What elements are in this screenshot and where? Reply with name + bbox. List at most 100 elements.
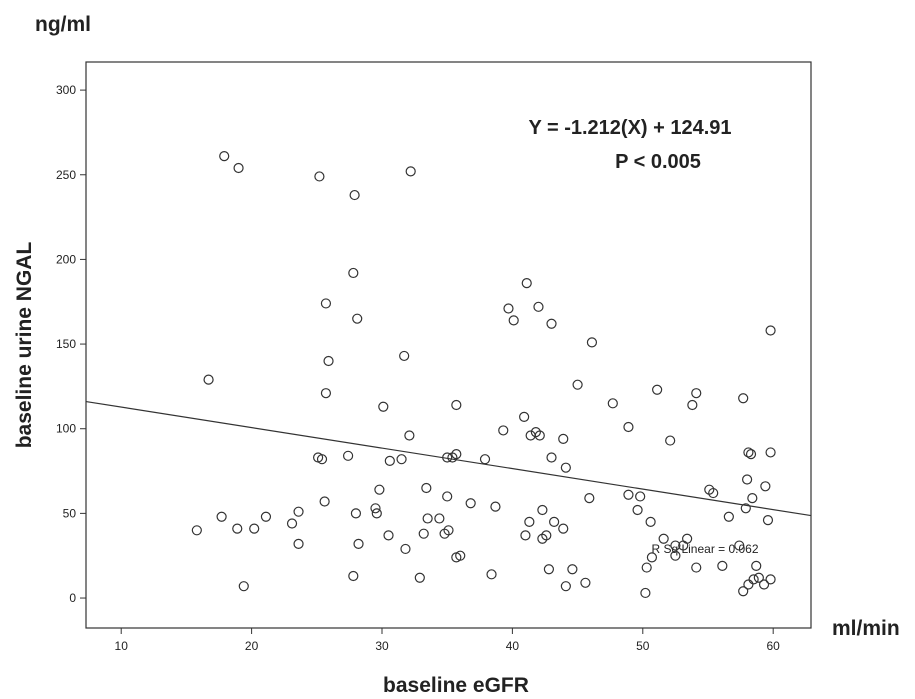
point <box>584 493 595 504</box>
point <box>319 496 330 507</box>
point <box>546 452 557 463</box>
y-unit: ng/ml <box>35 13 91 36</box>
point <box>521 278 532 289</box>
point <box>320 388 332 399</box>
point <box>734 540 745 551</box>
point <box>320 298 332 309</box>
x-tick-label: 50 <box>636 639 650 653</box>
point <box>293 506 304 517</box>
point <box>216 511 227 522</box>
point <box>418 528 429 539</box>
p-value: P < 0.005 <box>615 151 701 173</box>
point <box>546 318 557 329</box>
point <box>743 579 754 590</box>
point <box>682 533 693 544</box>
point <box>691 388 702 399</box>
point <box>443 525 454 536</box>
point <box>635 491 646 502</box>
x-unit: ml/min <box>832 617 900 640</box>
point <box>371 508 382 519</box>
point <box>353 538 364 549</box>
point <box>219 151 230 162</box>
point <box>524 516 535 527</box>
y-axis-label: baseline urine NGAL <box>13 242 36 449</box>
point <box>558 433 569 444</box>
point <box>765 325 776 336</box>
point <box>572 379 583 390</box>
point <box>560 462 571 473</box>
point <box>370 503 381 514</box>
point <box>348 267 359 279</box>
point <box>641 562 652 573</box>
point <box>543 564 555 575</box>
point <box>421 482 432 494</box>
point <box>658 533 669 544</box>
point <box>203 374 214 385</box>
point <box>652 384 663 395</box>
point <box>687 399 698 411</box>
point <box>316 454 328 465</box>
point <box>567 564 578 575</box>
point <box>451 399 462 411</box>
plot-frame <box>85 61 812 629</box>
x-tick-label: 60 <box>767 639 781 653</box>
point <box>549 516 560 527</box>
point <box>486 569 497 580</box>
point <box>434 513 445 524</box>
point <box>349 189 360 201</box>
point <box>533 301 544 312</box>
x-tick-label: 40 <box>506 639 520 653</box>
point <box>560 581 571 592</box>
point <box>404 430 415 441</box>
point <box>232 523 243 534</box>
point <box>503 303 514 314</box>
point <box>342 450 354 461</box>
equation: Y = -1.212(X) + 124.91 <box>528 117 731 139</box>
point <box>607 398 618 409</box>
point <box>352 313 363 324</box>
point <box>233 162 244 174</box>
point <box>374 484 385 495</box>
point <box>442 491 453 502</box>
point <box>762 515 774 526</box>
point <box>753 572 764 583</box>
y-tick-label: 300 <box>56 83 76 97</box>
point <box>442 452 453 463</box>
point <box>519 411 530 422</box>
y-tick-label: 200 <box>56 252 76 266</box>
point <box>738 586 749 597</box>
point <box>760 481 771 492</box>
point <box>640 587 651 599</box>
y-tick-label: 100 <box>56 422 76 436</box>
point <box>286 518 298 529</box>
point <box>558 523 569 534</box>
point <box>314 171 325 182</box>
point <box>670 540 681 551</box>
point <box>645 516 656 527</box>
point <box>742 474 753 485</box>
point <box>623 421 634 433</box>
point <box>534 430 545 441</box>
y-tick-label: 0 <box>69 591 76 605</box>
point <box>399 350 410 362</box>
point <box>384 455 395 466</box>
point <box>758 579 770 590</box>
point <box>396 454 407 465</box>
point <box>745 449 757 460</box>
point <box>479 454 491 465</box>
point <box>465 498 476 509</box>
point <box>765 574 776 585</box>
point <box>586 337 598 348</box>
point <box>704 484 715 495</box>
point <box>646 552 658 563</box>
point <box>451 449 462 460</box>
point <box>743 447 754 458</box>
point <box>765 447 776 458</box>
point <box>748 574 759 585</box>
point <box>191 525 202 536</box>
point <box>348 570 359 582</box>
x-tick-label: 30 <box>375 639 389 653</box>
point <box>665 435 676 446</box>
x-tick-label: 20 <box>245 639 259 653</box>
